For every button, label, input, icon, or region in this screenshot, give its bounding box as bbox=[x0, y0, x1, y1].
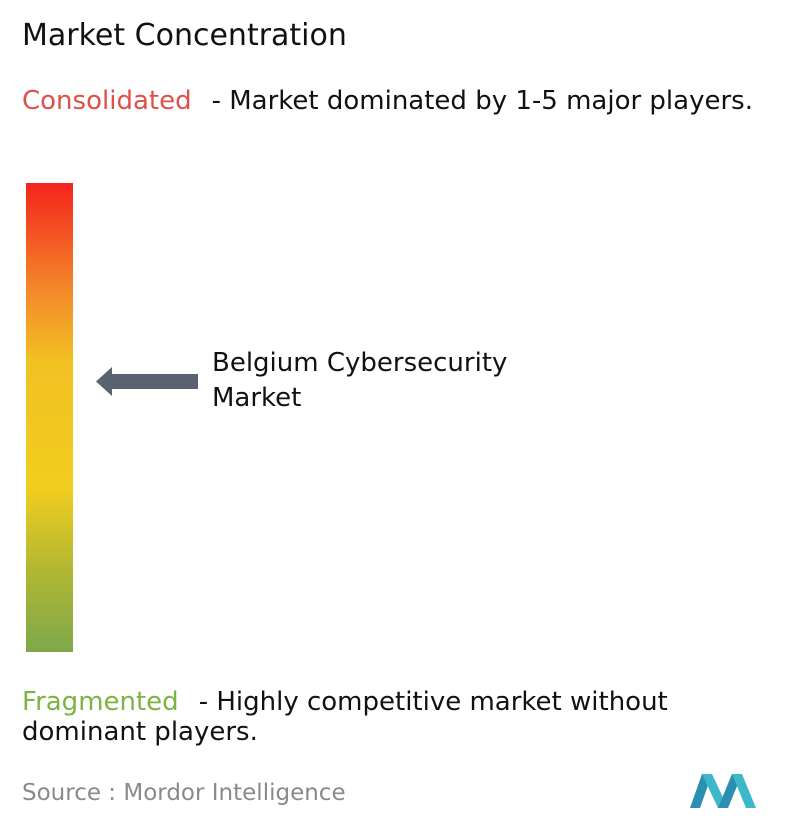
arrow-head bbox=[96, 367, 112, 396]
title: Market Concentration bbox=[22, 18, 347, 53]
logo bbox=[690, 774, 756, 808]
consolidated-description: - Market dominated by 1-5 major players. bbox=[211, 86, 753, 116]
consolidated-note: Consolidated - Market dominated by 1-5 ma… bbox=[22, 86, 792, 116]
fragmented-label: Fragmented bbox=[22, 687, 179, 717]
arrow bbox=[96, 367, 198, 396]
fragmented-description: - Highly competitive market without domi… bbox=[22, 687, 668, 747]
concentration-gradient bbox=[26, 183, 73, 652]
consolidated-label: Consolidated bbox=[22, 86, 192, 116]
arrow-shaft bbox=[110, 374, 198, 389]
logo-part bbox=[732, 774, 756, 808]
market-label: Belgium Cybersecurity Market bbox=[212, 348, 508, 413]
fragmented-note: Fragmented - Highly competitive market wi… bbox=[22, 687, 792, 747]
source: Source : Mordor Intelligence bbox=[22, 780, 346, 806]
